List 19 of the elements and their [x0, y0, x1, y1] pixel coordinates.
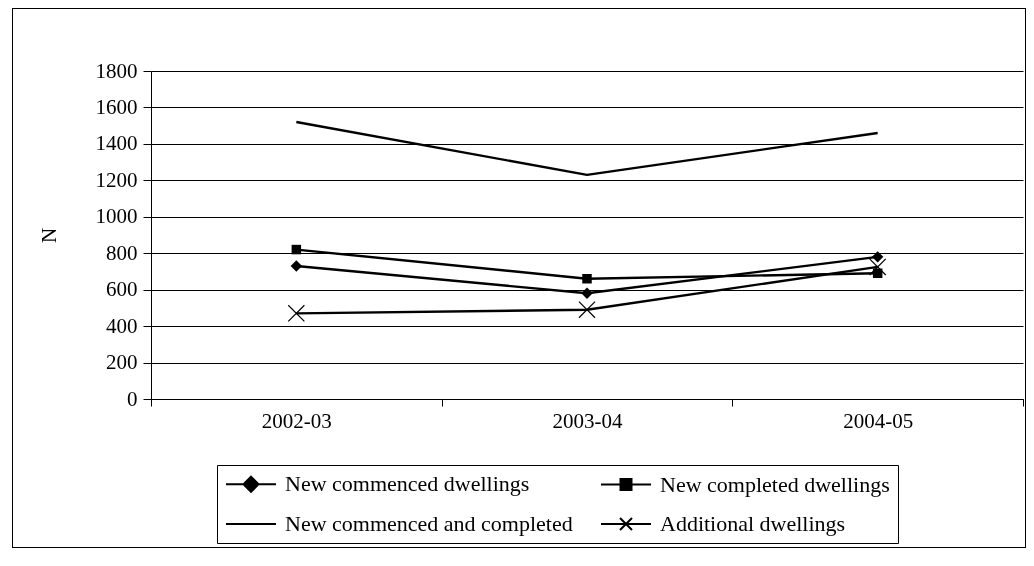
- y-tick-label: 200: [106, 350, 138, 375]
- legend-label: Additional dwellings: [660, 511, 846, 536]
- y-axis-title: N: [36, 227, 61, 244]
- y-tick-label: 1600: [95, 94, 138, 119]
- y-tick-label: 600: [106, 277, 138, 302]
- legend-label: New completed dwellings: [660, 471, 890, 497]
- chart-frame: 2002-03 2003-04 2004-05 0 200 400 600 800 1000 1200 1400 1600 1800 N New commenced dwellings New completed dwellings New commenced and completed Additional dwellings: [12, 8, 1026, 548]
- y-tick-label: 1000: [95, 204, 138, 229]
- y-tick-label: 0: [127, 386, 138, 411]
- y-tick-label: 1200: [95, 167, 138, 192]
- x-tick-label: 2004-05: [843, 408, 914, 433]
- y-tick-label: 800: [106, 240, 138, 265]
- x-tick-label: 2002-03: [261, 408, 332, 433]
- legend-label: New commenced and completed: [285, 511, 573, 536]
- y-tick-label: 1400: [95, 131, 138, 156]
- y-tick-label: 1800: [95, 58, 138, 83]
- legend-label: New commenced dwellings: [285, 471, 530, 497]
- y-tick-label: 400: [106, 313, 138, 338]
- x-tick-label: 2003-04: [552, 408, 623, 433]
